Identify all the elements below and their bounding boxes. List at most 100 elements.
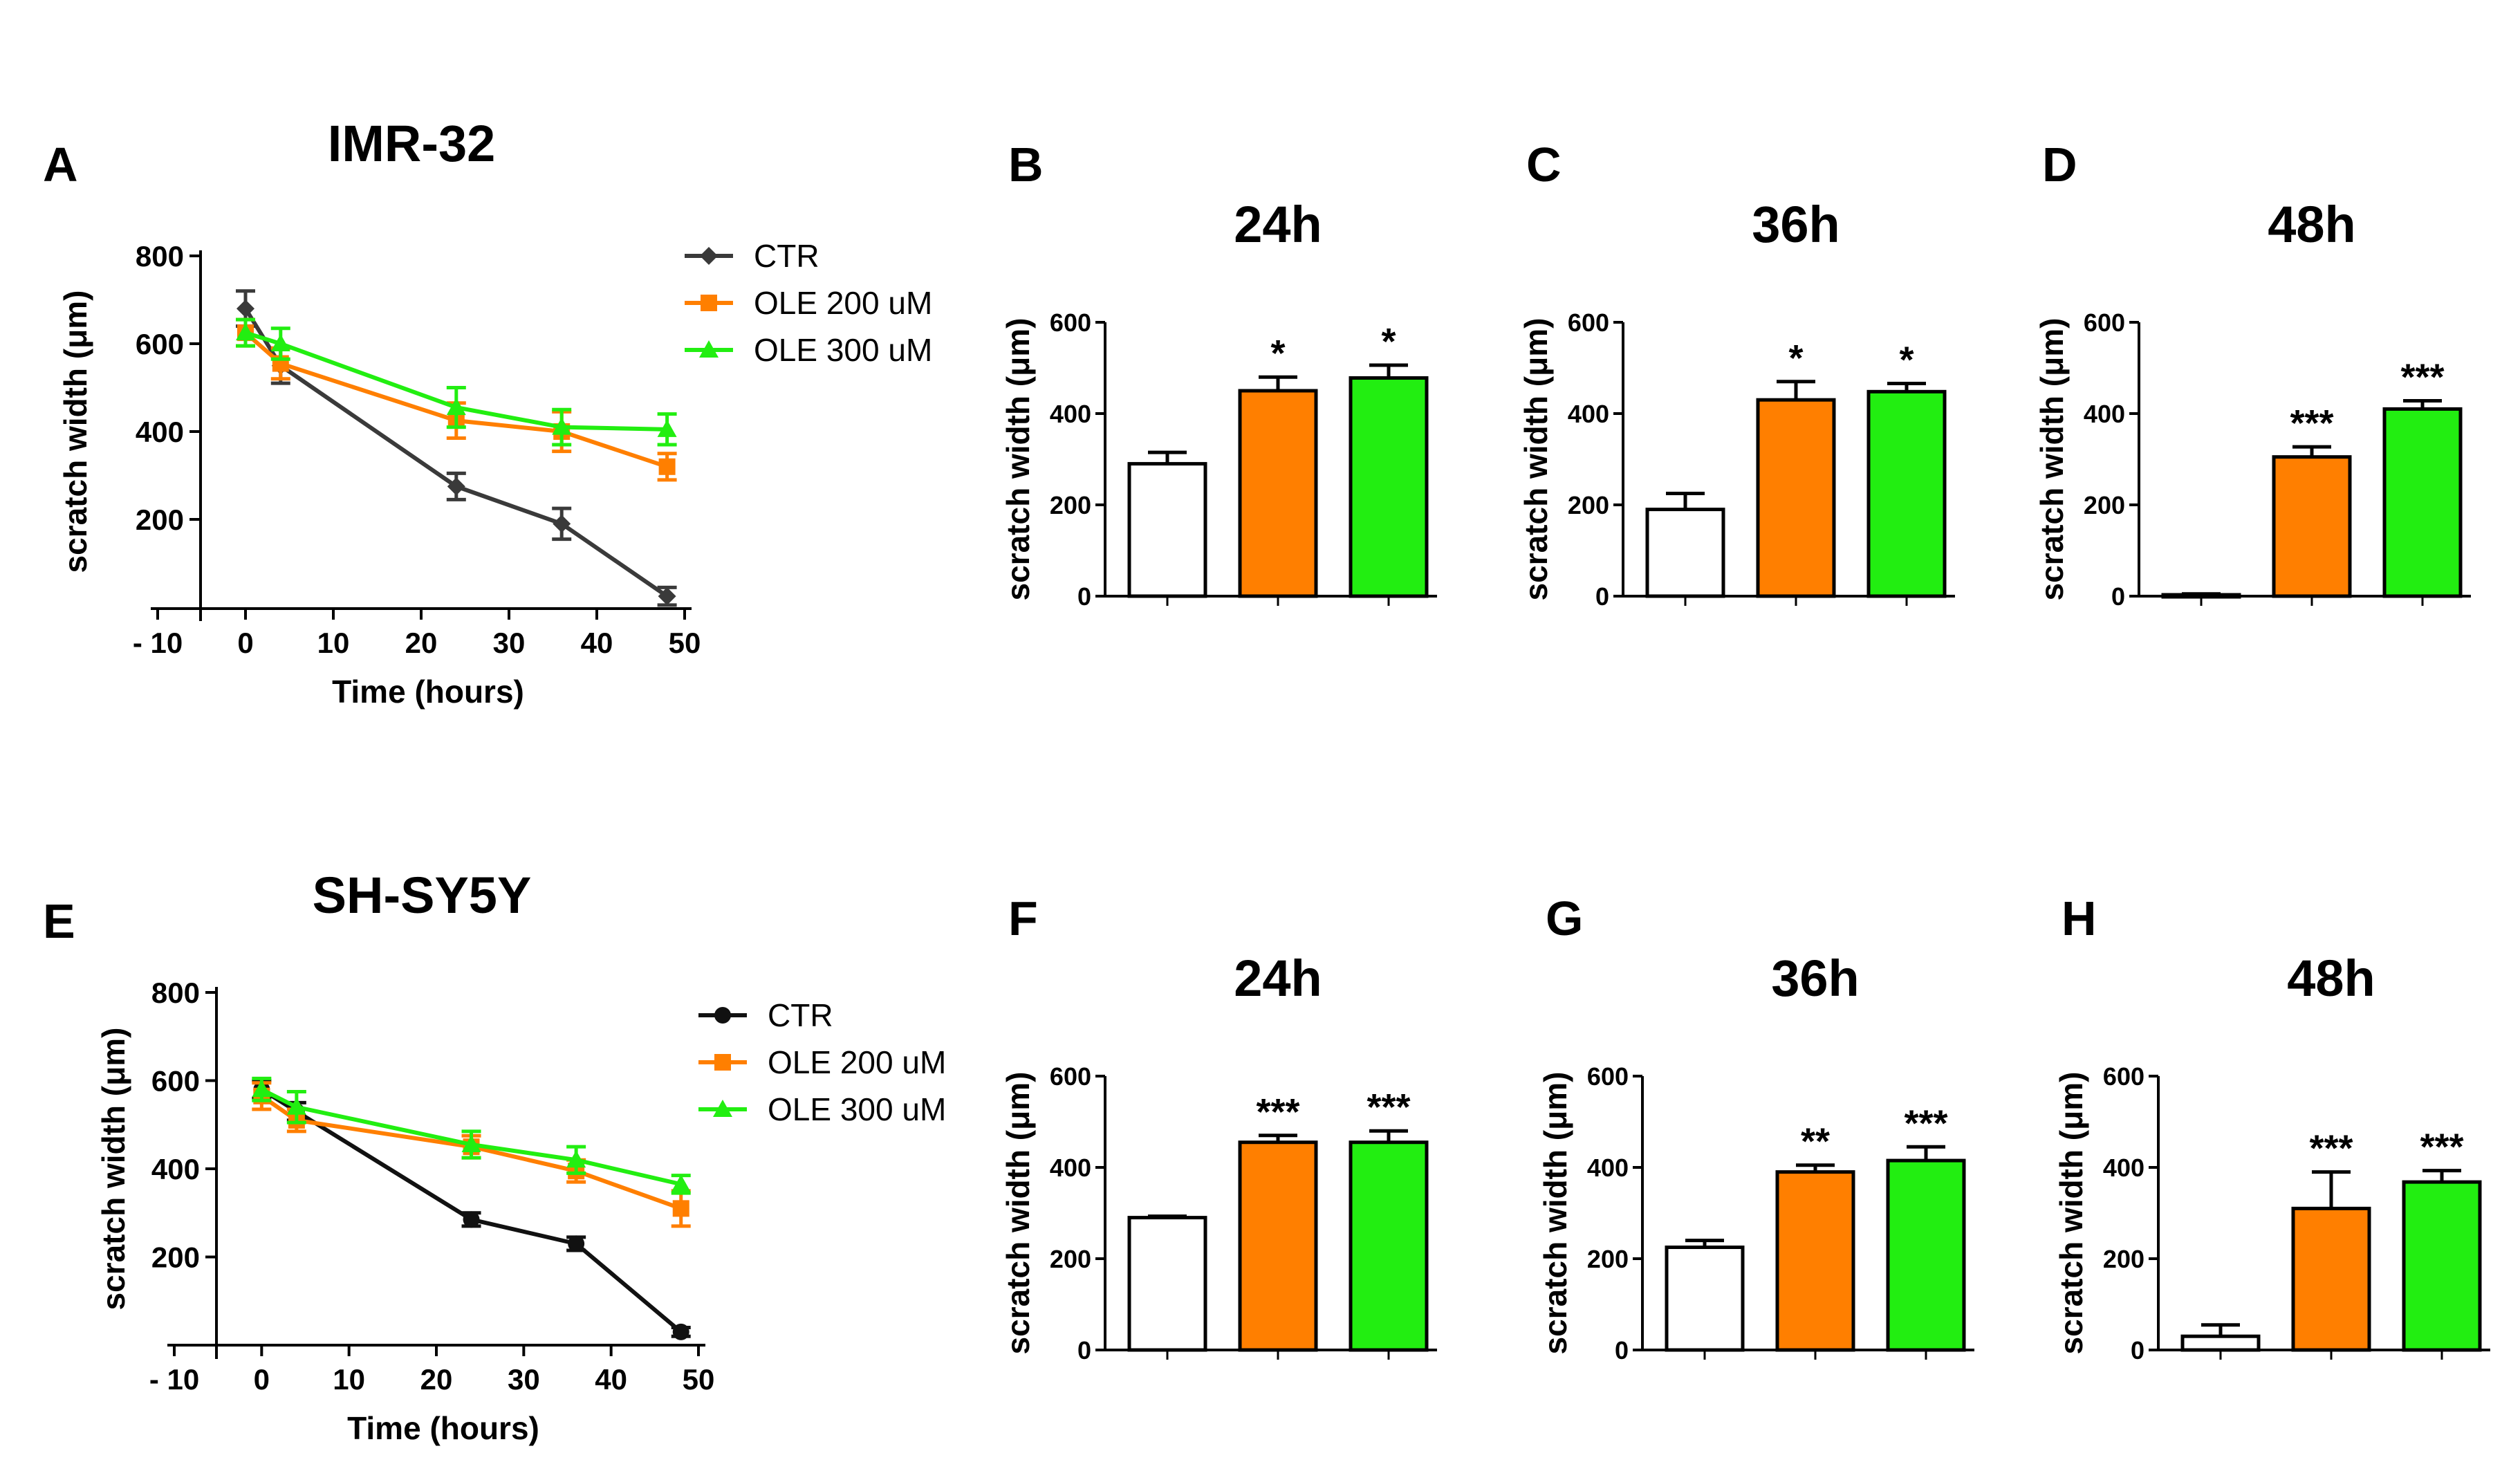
- panel-c-bar-0: [1645, 508, 1725, 598]
- panel-e-title: SH-SY5Y: [313, 867, 532, 924]
- panel-h-y-tick-label: 200: [2103, 1245, 2144, 1273]
- panel-e-data-point: [568, 1235, 585, 1252]
- panel-d-bar-2: [2382, 407, 2463, 598]
- panel-c-y-tick-label: 600: [1568, 308, 1609, 337]
- panel-a-legend-label: OLE 300 uM: [754, 332, 932, 368]
- panel-h-bar-2: [2402, 1180, 2482, 1352]
- panel-a-data-point: [553, 515, 571, 533]
- panel-h-significance-label: ***: [2309, 1128, 2353, 1169]
- panel-d-bar-0: [2161, 593, 2241, 599]
- panel-b-significance-label: *: [1270, 333, 1285, 374]
- panel-e-x-tick-label: 20: [420, 1363, 453, 1396]
- panel-d-significance-label: ***: [2290, 403, 2333, 444]
- panel-e-data-point: [672, 1200, 689, 1217]
- panel-e-x-tick-label: 30: [508, 1363, 540, 1396]
- panel-h-bar-0: [2180, 1334, 2261, 1352]
- panel-b-bar-2: [1349, 376, 1429, 598]
- panel-h-y-axis-title: scratch width (μm): [2053, 1072, 2089, 1355]
- panel-f-y-tick-label: 600: [1050, 1062, 1091, 1091]
- panel-d-title: 48h: [2268, 196, 2356, 253]
- panel-e-x-tick-label: - 10: [149, 1363, 199, 1396]
- panel-h-y-tick-label: 0: [2131, 1336, 2144, 1365]
- panel-f-significance-label: ***: [1366, 1086, 1410, 1128]
- panel-e-y-axis-title: scratch width (μm): [95, 1028, 131, 1311]
- panel-a-y-axis-title: scratch width (μm): [57, 290, 93, 573]
- panel-a-data-point: [658, 587, 676, 606]
- panel-a-data-point: [658, 458, 676, 475]
- panel-f-significance-label: ***: [1256, 1091, 1299, 1133]
- panel-e-x-axis-title: Time (hours): [347, 1410, 539, 1446]
- panel-d-y-tick-label: 600: [2084, 308, 2125, 337]
- panel-a-letter: A: [43, 138, 78, 192]
- panel-e-legend-label: OLE 300 uM: [768, 1091, 946, 1127]
- panel-b-bar-0: [1127, 462, 1207, 598]
- panel-c-bar-1: [1756, 398, 1836, 598]
- panel-d-significance-label: ***: [2400, 357, 2444, 398]
- panel-b-title: 24h: [1234, 196, 1322, 253]
- panel-d-y-axis-title: scratch width (μm): [2034, 318, 2070, 601]
- panel-a-x-tick-label: 50: [669, 627, 701, 659]
- panel-c-bar-2: [1866, 389, 1947, 598]
- panel-g-title: 36h: [1771, 950, 1860, 1007]
- panel-e-x-tick-label: 10: [333, 1363, 365, 1396]
- panel-h-significance-label: ***: [2420, 1127, 2463, 1168]
- panel-f-y-tick-label: 400: [1050, 1154, 1091, 1182]
- panel-c-significance-label: *: [1788, 337, 1803, 379]
- panel-h-bar-1: [2291, 1206, 2371, 1352]
- panel-f-title: 24h: [1234, 950, 1322, 1007]
- panel-a-legend-marker: [700, 247, 718, 265]
- panel-g-letter: G: [1546, 891, 1583, 945]
- panel-a-data-point: [270, 334, 290, 351]
- panel-a-legend-marker: [699, 340, 719, 358]
- panel-f-y-tick-label: 0: [1077, 1336, 1091, 1365]
- panel-a-legend-marker: [701, 295, 717, 311]
- panel-a-y-tick-label: 400: [136, 416, 184, 448]
- panel-e-data-point: [566, 1150, 586, 1168]
- panel-a-x-tick-label: - 10: [133, 627, 183, 659]
- panel-a-title: IMR-32: [328, 115, 496, 172]
- panel-a-y-tick-label: 600: [136, 328, 184, 360]
- panel-h-title: 48h: [2287, 950, 2375, 1007]
- panel-g-significance-label: ***: [1904, 1102, 1947, 1144]
- panel-g-y-axis-title: scratch width (μm): [1537, 1072, 1573, 1355]
- panel-c-title: 36h: [1752, 196, 1840, 253]
- panel-b-y-tick-label: 400: [1050, 400, 1091, 428]
- panel-e-legend-marker: [713, 1100, 732, 1117]
- panel-e-legend-label: OLE 200 uM: [768, 1044, 946, 1080]
- panel-f-y-axis-title: scratch width (μm): [1000, 1072, 1036, 1355]
- panel-g-y-tick-label: 600: [1587, 1062, 1629, 1091]
- panel-a-x-tick-label: 20: [405, 627, 438, 659]
- panel-e-data-point: [286, 1097, 306, 1115]
- panel-e-legend-marker: [714, 1054, 731, 1071]
- panel-a-data-point: [237, 299, 254, 318]
- panel-e-data-point: [252, 1080, 272, 1098]
- panel-e-data-point: [671, 1174, 691, 1192]
- panel-b-bar-1: [1238, 389, 1318, 598]
- panel-f-y-tick-label: 200: [1050, 1245, 1091, 1273]
- panel-a-data-point: [447, 477, 465, 496]
- panel-e-data-point: [463, 1211, 480, 1228]
- panel-h-letter: H: [2062, 891, 2097, 945]
- panel-a-legend-label: CTR: [754, 238, 819, 274]
- panel-c-y-tick-label: 0: [1595, 582, 1609, 611]
- panel-f-bar-0: [1127, 1216, 1207, 1352]
- panel-b-y-tick-label: 200: [1050, 491, 1091, 519]
- panel-g-bar-1: [1775, 1170, 1855, 1352]
- panel-b-y-tick-label: 600: [1050, 308, 1091, 337]
- panel-d-bar-1: [2272, 455, 2352, 598]
- panel-e-x-tick-label: 50: [683, 1363, 715, 1396]
- panel-a-x-tick-label: 40: [581, 627, 613, 659]
- panel-e-data-point: [672, 1323, 689, 1340]
- panel-a-x-axis-title: Time (hours): [332, 674, 524, 710]
- panel-a-data-point: [446, 398, 466, 416]
- panel-c-y-tick-label: 200: [1568, 491, 1609, 519]
- panel-b-y-axis-title: scratch width (μm): [1000, 318, 1036, 601]
- panel-e-legend-marker: [714, 1007, 731, 1024]
- panel-c-y-axis-title: scratch width (μm): [1518, 318, 1554, 601]
- panel-a-data-point: [236, 323, 255, 341]
- panel-e-y-tick-label: 200: [151, 1241, 200, 1274]
- panel-f-bar-1: [1238, 1140, 1318, 1352]
- panel-b-letter: B: [1008, 138, 1044, 192]
- panel-e-y-tick-label: 600: [151, 1065, 200, 1098]
